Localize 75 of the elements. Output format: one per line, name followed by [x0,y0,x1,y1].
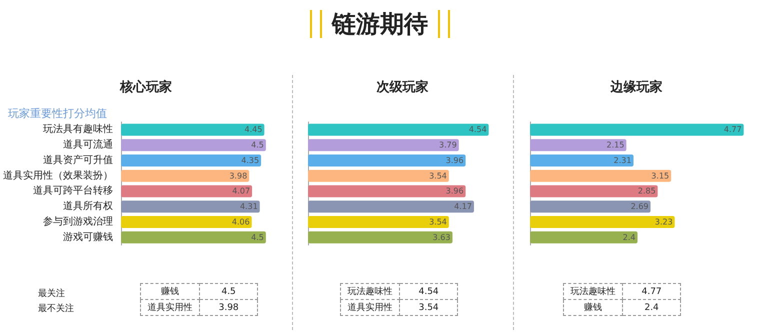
y-tick-label: 道具实用性（效果装扮） [3,169,113,182]
bar [530,124,744,136]
bar [121,216,252,228]
text: 4.77 [622,284,680,300]
bar [121,200,260,213]
bar [308,216,449,228]
text: 赚钱 [140,284,200,300]
chart-subtitle: 边缘玩家 [610,79,662,95]
bar [530,170,672,182]
y-tick-label: 道具可流通 [63,138,113,151]
data-label: 2.31 [614,156,632,165]
data-label: 2.85 [638,186,656,196]
data-label: 4.31 [240,202,258,212]
bar [121,124,264,136]
data-label: 2.69 [630,202,649,212]
y-axis-title: 玩家重要性打分均值 [8,107,107,120]
text: 道具实用性 [140,300,200,316]
bar [530,185,658,198]
text: 道具实用性 [340,300,400,316]
bar [121,139,266,152]
data-label: 4.54 [468,125,487,134]
text: 3.98 [200,300,258,316]
data-label: 4.5 [251,232,264,242]
bar [121,154,262,166]
text: 3.54 [400,300,458,316]
bar [308,124,489,136]
data-label: 4.35 [241,156,260,165]
y-tick-label: 道具资产可升值 [43,154,113,166]
text: 玩法趣味性 [564,284,623,300]
chart-subtitle: 次级玩家 [376,79,428,95]
bar [121,170,250,182]
data-label: 3.63 [432,232,450,242]
y-tick-label: 道具所有权 [63,200,113,212]
y-tick-label: 参与到游戏治理 [43,215,113,228]
text: 4.54 [400,284,458,300]
bar [308,185,466,198]
bar [530,139,626,152]
data-label: 3.96 [446,186,464,196]
data-label: 2.15 [606,140,624,150]
data-label: 4.06 [232,217,250,226]
text: 赚钱 [564,300,623,316]
bar [308,170,449,182]
bar [121,231,266,244]
text: 玩法趣味性 [340,284,400,300]
bar [308,139,459,152]
y-tick-label: 游戏可赚钱 [63,230,113,243]
bar [530,216,675,228]
bar [308,154,466,166]
text: 2.4 [622,300,680,316]
bar [530,154,634,166]
data-label: 4.07 [232,186,250,196]
data-label: 3.79 [439,140,457,150]
y-tick-label: 道具可跨平台转移 [33,184,113,197]
y-tick-label: 玩法具有趣味性 [43,123,113,136]
data-label: 3.54 [429,217,447,226]
data-label: 4.5 [251,140,264,150]
text: 4.5 [200,284,258,300]
data-label: 3.15 [651,171,670,180]
chart-title: 链游期待 [332,10,428,38]
bar [308,231,452,244]
text: 最关注 [38,288,65,300]
text: 最不关注 [38,302,74,315]
data-label: 4.45 [244,125,262,134]
chart-subtitle: 核心玩家 [119,79,172,95]
bar [121,185,252,198]
data-label: 4.17 [454,202,472,212]
data-label: 2.4 [622,232,636,242]
data-label: 3.23 [654,217,673,226]
bar [308,200,474,213]
bar [530,231,638,244]
data-label: 3.98 [229,171,248,180]
data-label: 3.96 [446,156,464,165]
data-label: 4.77 [724,125,742,134]
data-label: 3.54 [429,171,447,180]
bar [530,200,651,213]
